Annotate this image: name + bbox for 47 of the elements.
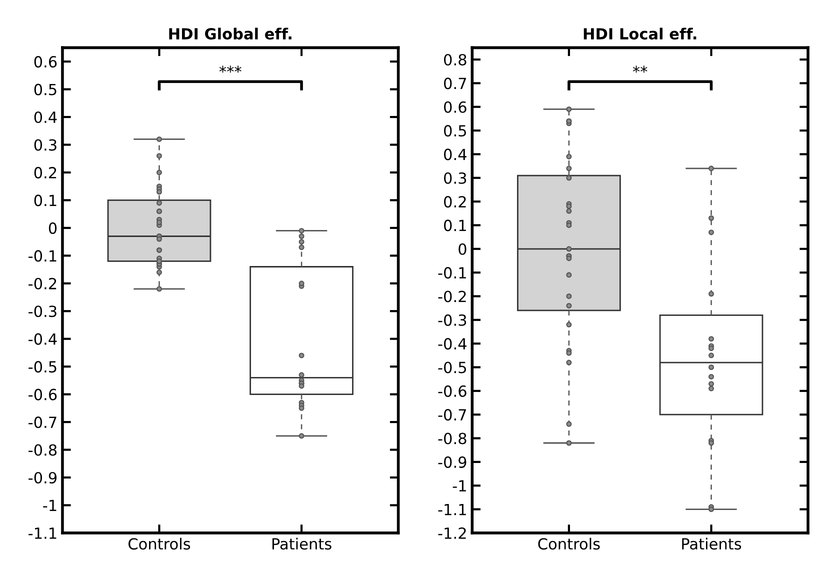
y-tick-label: 0.8 — [444, 54, 466, 66]
y-tick-label: -0.5 — [28, 361, 56, 373]
y-tick-label: -1.2 — [438, 527, 466, 539]
y-tick-label: -0.4 — [28, 333, 57, 345]
y-tick-label: -0.2 — [438, 290, 466, 302]
x-tick-label: Controls — [538, 538, 600, 550]
y-tick-label: -0.2 — [28, 278, 56, 290]
x-tick-label: Patients — [682, 538, 742, 550]
y-tick-label: 0 — [48, 222, 57, 234]
y-tick-label: 0.7 — [444, 78, 466, 90]
y-tick-label: 0.4 — [34, 111, 57, 124]
y-tick-label: -0.9 — [438, 456, 466, 468]
y-tick-label: 0.2 — [444, 196, 466, 208]
y-tick-label: -1.1 — [438, 504, 466, 516]
y-tick-label: 0.6 — [34, 56, 57, 68]
y-tick-label: -0.1 — [438, 267, 466, 279]
x-tick-label: Patients — [272, 538, 332, 550]
y-tick-label: 0.3 — [34, 139, 56, 151]
annotation: ** — [632, 66, 648, 73]
y-tick-label: -1 — [43, 500, 56, 512]
y-tick-label: -0.8 — [28, 444, 57, 456]
chart-title: HDI Local eff. — [584, 28, 696, 40]
y-tick-label: 0.6 — [444, 101, 466, 113]
y-tick-label: -0.7 — [28, 416, 56, 428]
x-tick-label: Controls — [128, 538, 190, 550]
annotation: *** — [219, 66, 242, 73]
y-tick-label: -0.9 — [28, 472, 57, 484]
chart-title: HDI Global eff. — [169, 28, 292, 40]
y-tick-label: -0.8 — [438, 432, 466, 444]
y-tick-label: 0.1 — [444, 220, 466, 232]
y-tick-label: -0.1 — [28, 250, 56, 262]
y-tick-label: 0.4 — [444, 148, 466, 160]
y-tick-label: -1.1 — [28, 528, 56, 539]
y-tick-label: -0.4 — [438, 338, 466, 350]
y-tick-label: -1 — [452, 480, 466, 492]
y-tick-label: -0.6 — [438, 385, 466, 397]
y-tick-label: 0.3 — [444, 172, 466, 184]
y-tick-label: -0.5 — [438, 362, 466, 374]
y-tick-label: 0.5 — [444, 125, 466, 137]
y-tick-label: -0.3 — [28, 306, 56, 318]
y-tick-label: 0.2 — [34, 166, 56, 178]
y-tick-label: -0.7 — [438, 409, 466, 421]
y-tick-label: 0 — [458, 243, 466, 255]
y-tick-label: -0.6 — [28, 388, 57, 400]
y-tick-label: 0.5 — [34, 84, 56, 96]
y-tick-label: 0.1 — [34, 194, 56, 206]
y-tick-label: -0.3 — [438, 314, 466, 326]
